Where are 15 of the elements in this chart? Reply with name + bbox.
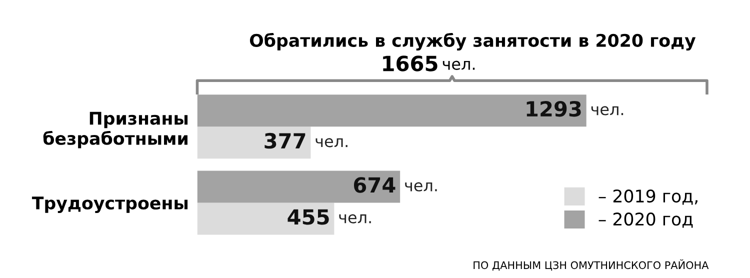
data-label: 455 чел.: [288, 209, 371, 225]
legend-label: – 2019 год,: [598, 189, 698, 205]
chart-subtitle: 1665 чел.: [383, 56, 475, 72]
bar: [197, 202, 334, 235]
data-label: 674 чел.: [354, 177, 437, 193]
data-label: 377 чел.: [264, 132, 348, 149]
chart-title: Обратились в службу занятости в 2020 году: [250, 32, 696, 50]
legend-label: – 2020 год: [598, 212, 693, 228]
data-label: 1293 чел.: [526, 100, 624, 117]
y-tick-label: Признаны безработными: [43, 112, 188, 148]
bar: [197, 170, 400, 203]
bar: [197, 126, 311, 159]
text: ПО ДАННЫМ ЦЗН ОМУТНИНСКОГО РАЙОНА: [474, 259, 709, 271]
y-tick-label: Трудоустроены: [32, 196, 188, 214]
bar: [197, 94, 586, 127]
